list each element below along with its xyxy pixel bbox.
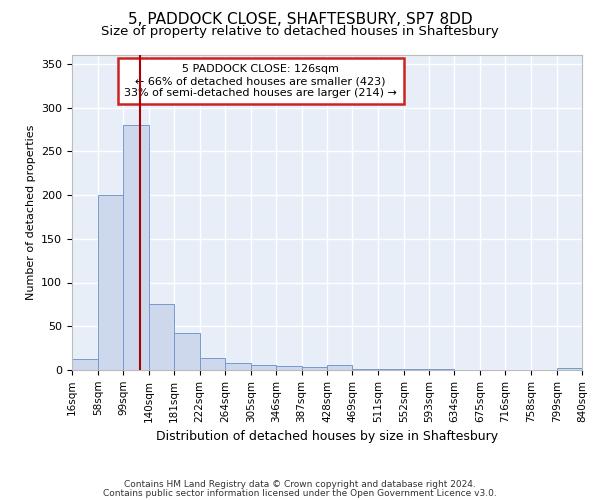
Text: 5 PADDOCK CLOSE: 126sqm
← 66% of detached houses are smaller (423)
33% of semi-d: 5 PADDOCK CLOSE: 126sqm ← 66% of detache… xyxy=(124,64,397,98)
Bar xyxy=(226,363,251,370)
Bar xyxy=(124,125,149,370)
Text: 5, PADDOCK CLOSE, SHAFTESBURY, SP7 8DD: 5, PADDOCK CLOSE, SHAFTESBURY, SP7 8DD xyxy=(128,12,472,28)
Bar xyxy=(251,365,276,370)
Bar xyxy=(352,369,379,370)
Bar xyxy=(98,195,124,370)
Bar xyxy=(429,369,455,370)
Bar xyxy=(379,369,404,370)
Bar xyxy=(174,333,199,370)
Bar xyxy=(149,304,174,370)
Bar xyxy=(302,366,327,370)
Text: Size of property relative to detached houses in Shaftesbury: Size of property relative to detached ho… xyxy=(101,25,499,38)
Bar xyxy=(276,366,302,370)
Text: Contains HM Land Registry data © Crown copyright and database right 2024.: Contains HM Land Registry data © Crown c… xyxy=(124,480,476,489)
X-axis label: Distribution of detached houses by size in Shaftesbury: Distribution of detached houses by size … xyxy=(156,430,498,443)
Y-axis label: Number of detached properties: Number of detached properties xyxy=(26,125,35,300)
Text: Contains public sector information licensed under the Open Government Licence v3: Contains public sector information licen… xyxy=(103,488,497,498)
Bar xyxy=(327,365,352,370)
Bar xyxy=(72,358,98,370)
Bar xyxy=(557,368,582,370)
Bar xyxy=(404,369,429,370)
Bar xyxy=(199,358,226,370)
